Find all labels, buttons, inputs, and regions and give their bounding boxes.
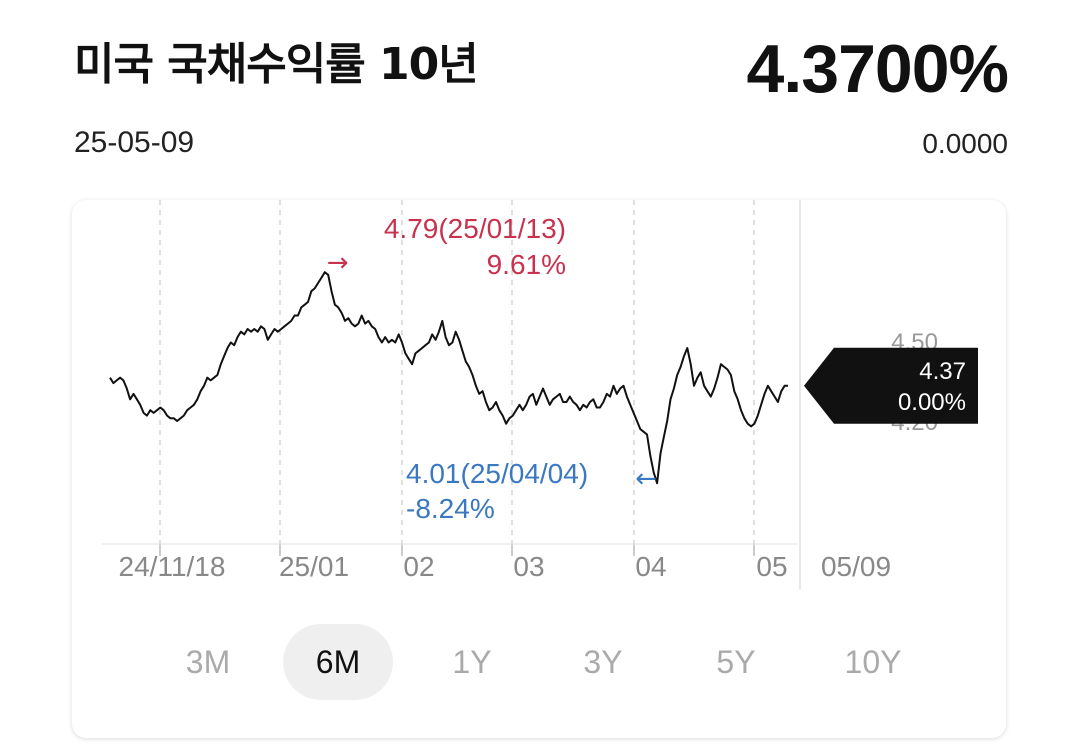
x-end-label: 05/09 — [821, 551, 891, 582]
series-line — [109, 271, 788, 485]
period-button-1y[interactable]: 1Y — [452, 644, 492, 680]
annotations: → 4.79(25/01/13) 9.61% 4.01(25/04/04) -8.24%… — [327, 213, 657, 524]
low-label: 4.01(25/04/04) — [406, 458, 588, 489]
change-value: 0.0000 — [922, 128, 1008, 159]
x-axis-ticks: 24/11/18 25/01 02 03 04 05 05/09 — [119, 551, 892, 582]
current-yield-value: 4.3700% — [746, 31, 1009, 107]
current-tag-pct: 0.00% — [898, 389, 966, 416]
low-arrow: ← — [635, 464, 657, 494]
period-button-3m[interactable]: 3M — [185, 644, 231, 680]
period-button-3y[interactable]: 3Y — [583, 644, 623, 680]
period-button-6m[interactable]: 6M — [283, 624, 393, 700]
x-tick-label: 24/11/18 — [119, 551, 226, 582]
x-tick-label: 05 — [756, 551, 787, 582]
high-label: 4.79(25/01/13) — [384, 213, 566, 244]
current-tag-value: 4.37 — [919, 358, 966, 385]
period-selector: 3M 6M 1Y 3Y 5Y 10Y — [72, 624, 1006, 700]
page-title: 미국 국채수익률 10년 — [74, 39, 479, 90]
current-tag-bg — [804, 347, 978, 424]
grid-lines — [102, 200, 801, 590]
low-pct: -8.24% — [406, 493, 495, 524]
quote-date: 25-05-09 — [74, 126, 195, 159]
period-button-10y[interactable]: 10Y — [844, 644, 902, 680]
high-arrow: → — [327, 248, 349, 278]
x-tick-label: 25/01 — [279, 551, 349, 582]
high-pct: 9.61% — [487, 249, 566, 280]
x-tick-label: 03 — [513, 551, 544, 582]
current-value-tag: 4.37 0.00% — [804, 347, 978, 424]
x-tick-label: 02 — [403, 551, 434, 582]
x-tick-label: 04 — [635, 551, 666, 582]
period-button-5y[interactable]: 5Y — [716, 644, 756, 680]
